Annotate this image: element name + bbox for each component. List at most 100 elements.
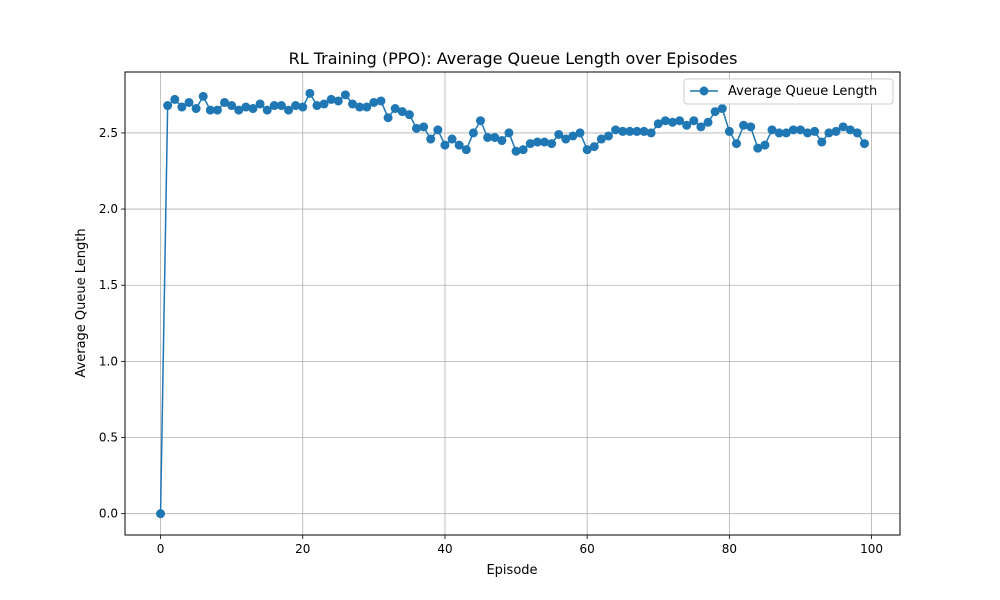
data-point: [220, 97, 230, 107]
data-point: [561, 134, 571, 144]
data-point: [348, 99, 358, 109]
x-axis-label: Episode: [486, 563, 537, 578]
y-tick-label: 2.0: [99, 202, 118, 216]
data-point: [355, 102, 365, 112]
data-point: [689, 116, 699, 126]
data-point: [788, 125, 798, 135]
data-point: [803, 128, 813, 138]
data-point: [241, 102, 251, 112]
data-point: [490, 132, 500, 142]
data-point: [333, 96, 343, 106]
series-line-layer: [159, 92, 866, 514]
data-point: [746, 122, 756, 132]
legend-entry-label: Average Queue Length: [728, 84, 877, 99]
data-point: [724, 126, 734, 136]
y-tick-label: 2.5: [99, 126, 118, 140]
data-point: [276, 101, 286, 111]
data-point: [234, 105, 244, 115]
data-point: [682, 120, 692, 130]
data-point: [397, 107, 407, 117]
data-point: [511, 146, 521, 156]
data-point: [774, 128, 784, 138]
data-point: [696, 122, 706, 132]
data-point: [710, 107, 720, 117]
data-point: [262, 105, 272, 115]
data-point: [532, 137, 542, 147]
data-point: [440, 140, 450, 150]
data-point: [625, 126, 635, 136]
data-point: [205, 105, 215, 115]
data-point: [404, 110, 414, 120]
data-point: [632, 126, 642, 136]
x-tick-label: 40: [437, 542, 452, 556]
data-point: [653, 119, 663, 129]
data-point: [212, 105, 222, 115]
data-point: [618, 126, 628, 136]
data-point: [547, 139, 557, 149]
data-point: [675, 116, 685, 126]
data-point: [362, 102, 372, 112]
data-point: [447, 134, 457, 144]
x-tick-label: 100: [860, 542, 883, 556]
data-point: [539, 137, 549, 147]
x-tick-label: 80: [722, 542, 737, 556]
data-point: [369, 97, 379, 107]
data-point: [461, 145, 471, 155]
data-point: [433, 125, 443, 135]
data-point: [589, 142, 599, 152]
data-point: [838, 122, 848, 132]
data-point: [269, 101, 279, 111]
data-point: [660, 116, 670, 126]
data-point: [639, 126, 649, 136]
data-point: [340, 90, 350, 100]
data-point: [760, 140, 770, 150]
data-point: [667, 117, 677, 127]
x-tick-label: 0: [157, 542, 165, 556]
data-point: [426, 134, 436, 144]
data-point: [312, 101, 322, 111]
data-point: [525, 139, 535, 149]
y-tick-label: 0.0: [99, 507, 118, 521]
legend-marker-swatch: [699, 86, 709, 96]
data-point: [376, 96, 386, 106]
data-point: [504, 128, 514, 138]
data-point: [419, 122, 429, 132]
data-point: [326, 94, 336, 104]
data-point: [831, 126, 841, 136]
data-point: [170, 94, 180, 104]
data-point: [412, 123, 422, 133]
data-point: [255, 99, 265, 109]
data-point: [177, 102, 187, 112]
data-point: [575, 128, 585, 138]
data-point: [781, 128, 791, 138]
data-point: [582, 145, 592, 155]
legend-box: [683, 78, 894, 105]
data-point: [497, 136, 507, 146]
data-point: [646, 128, 656, 138]
series-line: [159, 92, 866, 514]
data-point: [817, 137, 827, 147]
data-point: [753, 143, 763, 153]
data-point: [284, 105, 294, 115]
legend: Average Queue Length: [683, 78, 894, 105]
data-point: [298, 102, 308, 112]
data-point: [483, 132, 493, 142]
data-point: [845, 125, 855, 135]
plot-area-frame: [124, 71, 901, 536]
data-point: [810, 126, 820, 136]
data-point: [305, 88, 315, 98]
data-point: [390, 104, 400, 114]
y-tick-label: 1.5: [99, 278, 118, 292]
y-tick-label: 0.5: [99, 431, 118, 445]
data-point: [518, 145, 528, 155]
data-point: [248, 104, 258, 114]
series-markers: [156, 88, 869, 519]
data-point: [198, 91, 208, 101]
data-point: [568, 131, 578, 141]
data-point: [319, 99, 329, 109]
data-point: [603, 131, 613, 141]
data-point: [852, 128, 862, 138]
data-point: [554, 129, 564, 139]
data-point: [611, 125, 621, 135]
data-point: [767, 125, 777, 135]
